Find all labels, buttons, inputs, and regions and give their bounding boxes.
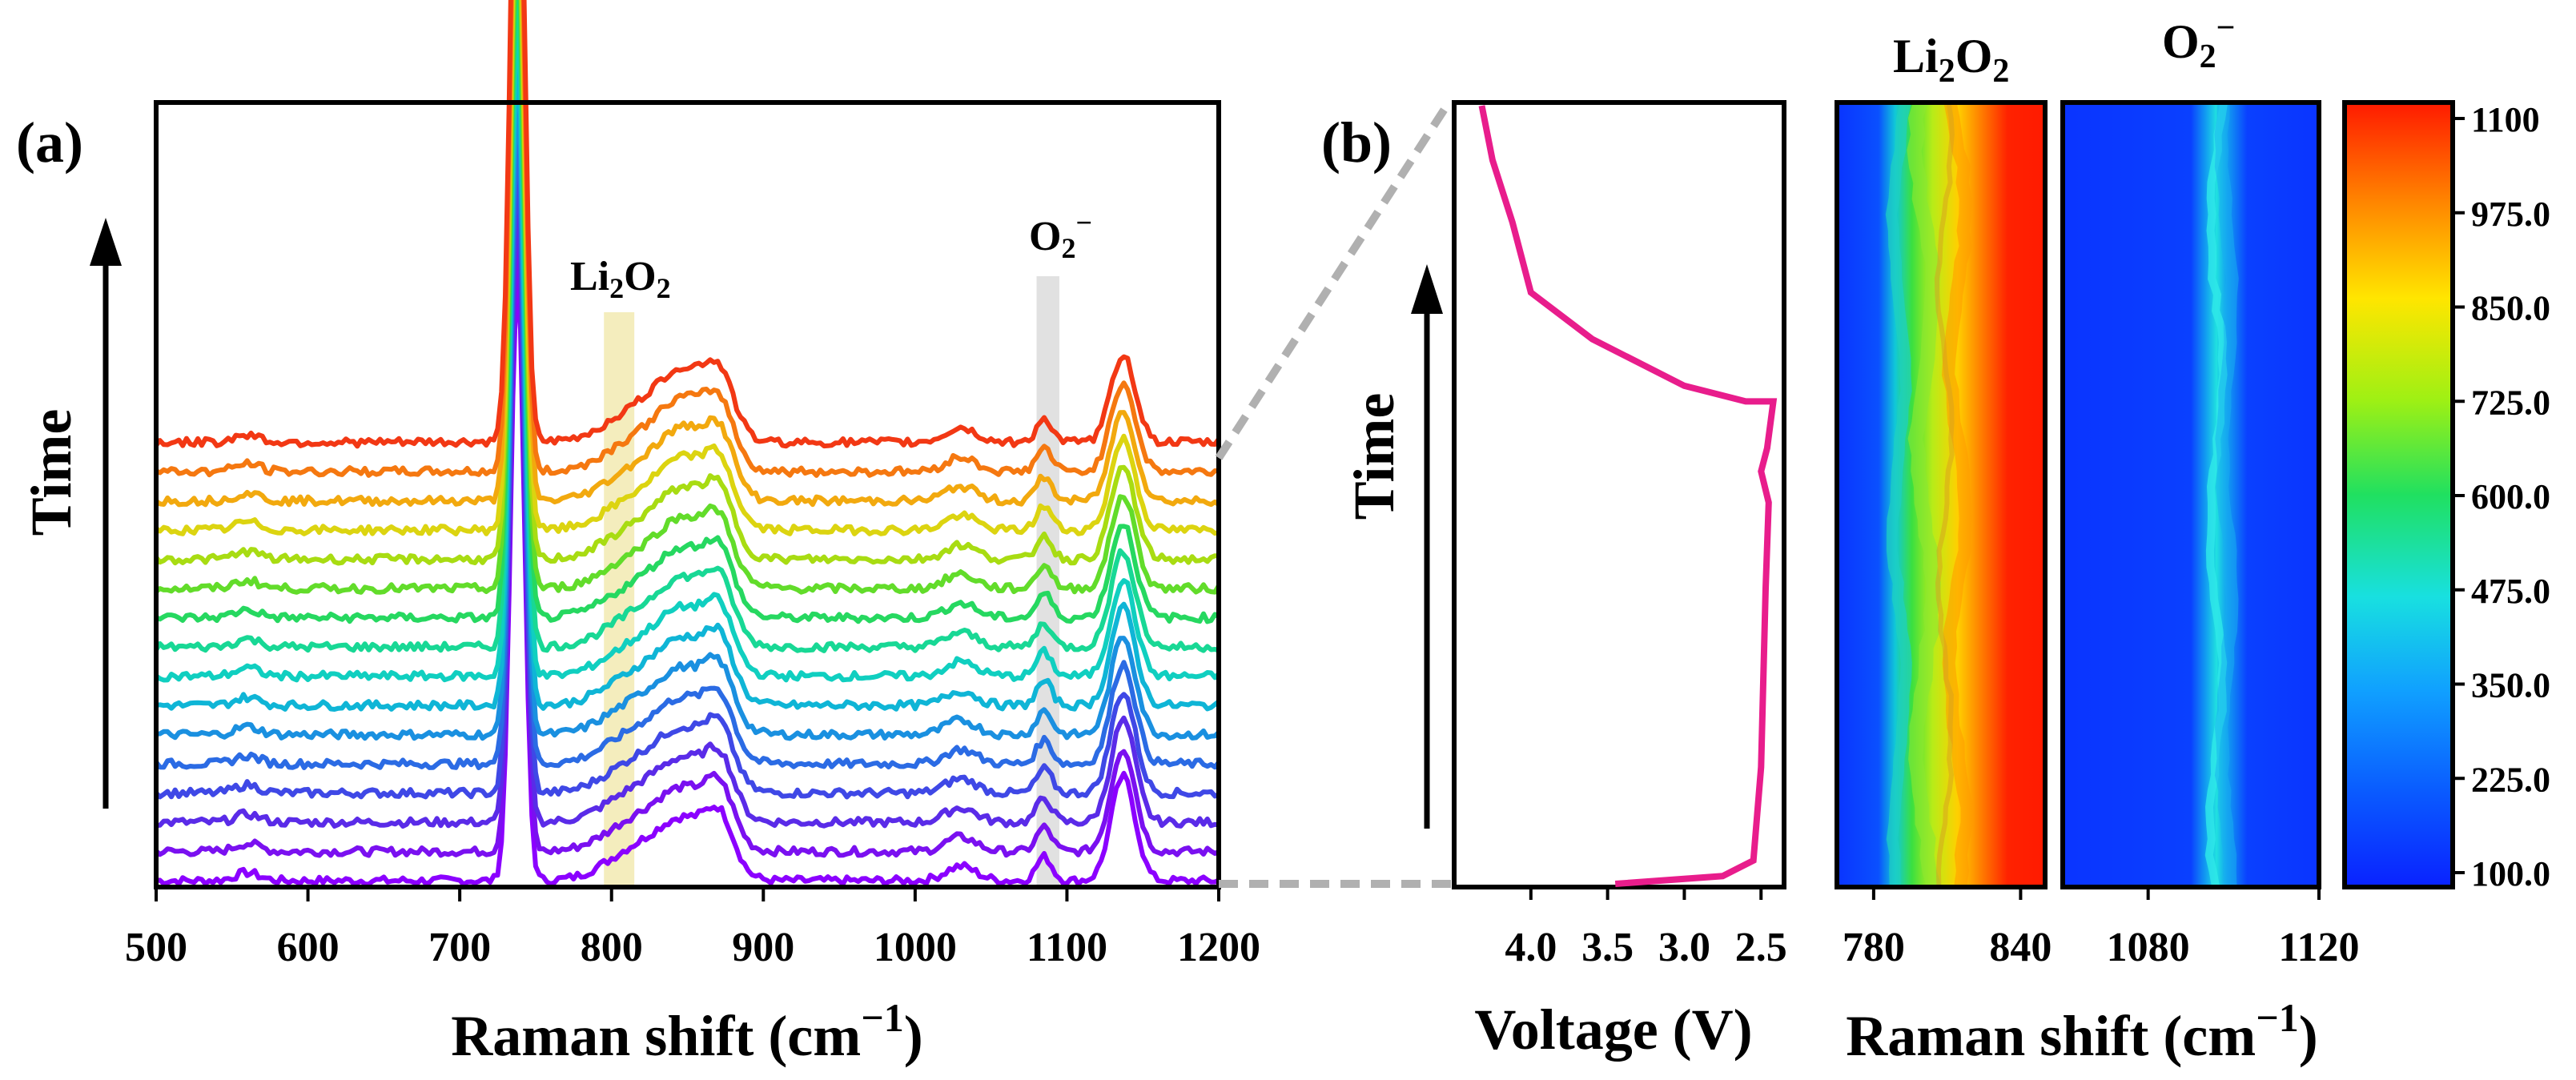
colorbar-tick-label: 725.0 (2471, 383, 2550, 422)
spectrum-series-6 (155, 86, 1221, 741)
voltage-curve (1478, 105, 1778, 887)
o2-ticks-label: 1080 (2107, 925, 2190, 970)
panel-a-xlabel: Raman shift (cm−1) (451, 995, 922, 1068)
colorbar-tick-label: 350.0 (2471, 666, 2550, 705)
connector-top (1215, 102, 1452, 460)
colorbar-tick-label: 850.0 (2471, 289, 2550, 328)
spectrum-series-8 (155, 14, 1221, 683)
panel-b-xtick-label: 2.5 (1735, 925, 1787, 970)
spectrum-series-14 (155, 0, 1220, 508)
panel-a-highlight-label-o2: O2− (1029, 207, 1092, 264)
panel-a-xtick-label: 600 (277, 925, 340, 970)
panel-a-spectra (154, 0, 1221, 887)
o2-wiggles-band-1 (2214, 102, 2239, 888)
spectrum-series-9 (154, 0, 1220, 653)
colorbar-tick-label: 100.0 (2471, 854, 2550, 893)
colorbar-tick-label: 600.0 (2471, 477, 2550, 516)
panel-b: (b) 4.0 3.5 3.0 2.5 Time Voltage (V) (1321, 100, 1787, 1062)
heatmap-o2: O2− 1080 1120 (2060, 10, 2360, 970)
panel-a-xticks: 500 600 700 800 900 1000 1100 1200 (125, 887, 1260, 970)
panel-a-xtick-label: 500 (125, 925, 187, 970)
spectrum-series-4 (154, 161, 1220, 800)
heatmap-li2o2-title: Li2O2 (1893, 30, 2009, 90)
li-wiggles-band-3 (1934, 102, 1955, 888)
panel-a-frame (154, 100, 1221, 889)
li-wiggles-band-2 (1941, 101, 1974, 889)
spectrum-series-12 (154, 0, 1219, 566)
panel-a-xtick-label: 1100 (1027, 925, 1107, 970)
heatmap-o2-texture (2204, 102, 2239, 888)
panel-a-highlight-label-li2o2: Li2O2 (570, 254, 671, 304)
li-ticks-label: 840 (1989, 925, 2052, 970)
spectrum-series-2 (154, 238, 1220, 858)
spectrum-series-13 (155, 0, 1220, 536)
panel-b-label: (b) (1321, 110, 1392, 175)
panel-a-time-arrowhead (90, 218, 122, 266)
spectrum-series-5 (154, 126, 1221, 770)
panel-b-xtick-label: 4.0 (1505, 925, 1557, 970)
heatmap-o2-fill (2063, 102, 2319, 887)
panel-b-xtick-label: 3.5 (1581, 925, 1634, 970)
spectrum-series-15 (155, 0, 1220, 478)
colorbar-fill (2345, 102, 2453, 887)
panel-b-frame (1452, 100, 1786, 889)
spectrum-series-3 (155, 196, 1220, 829)
panel-b-time-arrowhead (1411, 264, 1443, 314)
o2-wiggles-band-0 (2204, 102, 2228, 888)
heatmap-o2-xticks: 1080 1120 (2107, 887, 2360, 970)
heatmap-li2o2: Li2O2 780 840 (1835, 30, 2052, 970)
spectrum-series-1 (155, 269, 1220, 887)
panel-a-xtick-label: 900 (732, 925, 794, 970)
spectrum-series-7 (155, 54, 1220, 712)
panel-a-ylabel: Time (19, 409, 83, 536)
colorbar-tick-label: 1100 (2471, 100, 2540, 139)
heatmap-li2o2-frame (1835, 100, 2048, 889)
heatmap-o2-title: O2− (2162, 10, 2236, 75)
spectrum-series-16 (154, 0, 1221, 449)
panel-a-xtick-label: 1200 (1177, 925, 1260, 970)
heatmap-li2o2-xticks: 780 840 (1843, 887, 2052, 970)
li-ticks-label: 780 (1843, 925, 1905, 970)
spectrum-series-10 (155, 0, 1220, 624)
panel-a-xtick-label: 800 (581, 925, 643, 970)
heatmap-shared-xlabel: Raman shift (cm−1) (1846, 995, 2317, 1068)
colorbar-tick-label: 975.0 (2471, 195, 2550, 234)
heatmap-li2o2-texture (1885, 100, 1974, 889)
panel-b-xtick-label: 3.0 (1658, 925, 1710, 970)
colorbar-tick-label: 475.0 (2471, 572, 2550, 611)
li-wiggles-band-0 (1885, 101, 1912, 888)
colorbar: 100.0 225.0 350.0 475.0 600.0 725.0 850.0 975.0… (2342, 100, 2550, 893)
li-wiggles-band-1 (1907, 100, 1942, 889)
panel-a-label: (a) (16, 110, 83, 175)
panel-a-xtick-label: 700 (428, 925, 491, 970)
panel-a: (a) 500 600 700 800 900 1000 1100 1200 Li2O2 O2… (16, 0, 1260, 1068)
panel-b-ylabel: Time (1342, 393, 1406, 520)
colorbar-tick-label: 225.0 (2471, 760, 2550, 799)
panel-b-xlabel: Voltage (V) (1474, 998, 1752, 1062)
colorbar-ticks: 100.0 225.0 350.0 475.0 600.0 725.0 850.0 975.0… (2453, 100, 2550, 893)
spectrum-series-11 (155, 0, 1221, 595)
panel-a-xtick-label: 1000 (874, 925, 957, 970)
o2-ticks-label: 1120 (2278, 925, 2359, 970)
heatmap-o2-frame (2060, 100, 2321, 889)
panel-b-xticks: 4.0 3.5 3.0 2.5 (1505, 887, 1787, 970)
